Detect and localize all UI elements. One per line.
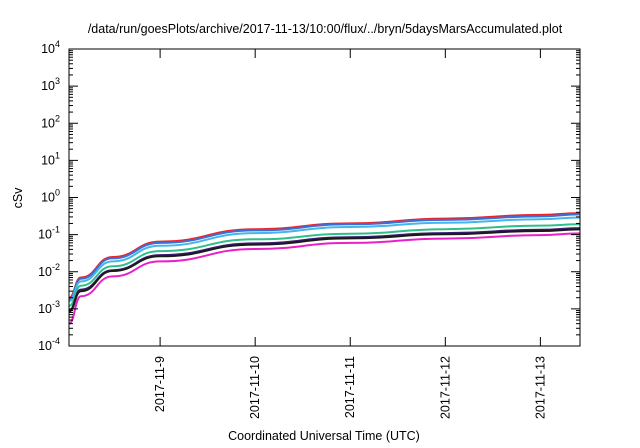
series-line-2 xyxy=(68,213,581,301)
y-tick-label: 102 xyxy=(41,113,60,130)
series-line-3 xyxy=(68,216,581,303)
series-line-5 xyxy=(68,227,581,312)
y-axis-label: cSv xyxy=(11,187,25,209)
series-line-6 xyxy=(68,228,581,313)
y-tick-label: 10-1 xyxy=(38,225,60,242)
x-tick-label: 2017-11-13 xyxy=(533,356,547,419)
x-tick-label: 2017-11-9 xyxy=(153,356,167,412)
y-tick-label: 10-4 xyxy=(38,336,60,353)
y-tick-label: 10-3 xyxy=(38,299,60,316)
y-tick-label: 101 xyxy=(41,150,60,167)
y-tick-label: 100 xyxy=(41,188,60,205)
x-axis-label: Coordinated Universal Time (UTC) xyxy=(228,429,420,443)
y-tick-label: 10-2 xyxy=(38,262,60,279)
y-tick-label: 104 xyxy=(41,39,60,56)
x-tick-label: 2017-11-10 xyxy=(248,356,262,419)
x-tick-label: 2017-11-11 xyxy=(343,356,357,418)
y-tick-label: 103 xyxy=(41,76,60,93)
plot-frame xyxy=(68,48,581,347)
chart-title: /data/run/goesPlots/archive/2017-11-13/1… xyxy=(88,22,563,36)
series-line-7 xyxy=(68,232,581,325)
x-tick-label: 2017-11-12 xyxy=(438,356,452,419)
x-axis-ticks: 2017-11-9 2017-11-10 2017-11-11 2017-11-12 2… xyxy=(153,49,547,419)
plot-lines xyxy=(68,212,581,325)
series-line-4 xyxy=(68,223,581,307)
y-axis-ticks: 10-4 10-3 10-2 10-1 100 101 102 103 104 xyxy=(38,39,580,353)
